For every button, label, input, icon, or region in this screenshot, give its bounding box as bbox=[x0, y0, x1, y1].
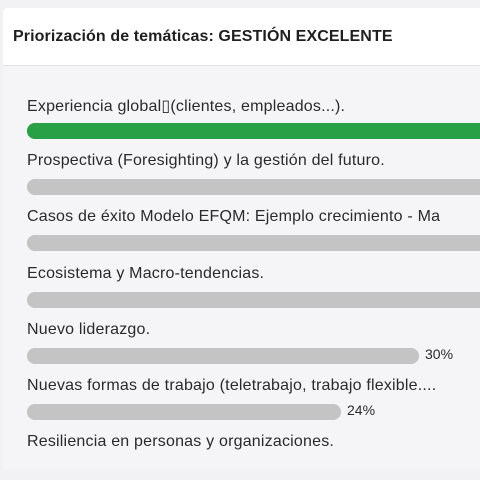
topic-list: Experiencia global▯(clientes, empleados.… bbox=[3, 66, 480, 470]
topic-label: Resiliencia en personas y organizaciones… bbox=[27, 433, 335, 450]
panel-header: Priorización de temáticas: GESTIÓN EXCEL… bbox=[3, 8, 480, 66]
topic-percent: 30% bbox=[425, 346, 454, 362]
panel-title: Priorización de temáticas: GESTIÓN EXCEL… bbox=[13, 28, 393, 45]
topic-bar bbox=[27, 235, 480, 251]
topic-bar-fill bbox=[27, 235, 480, 251]
topic-label: Prospectiva (Foresighting) y la gestión … bbox=[27, 152, 385, 169]
topic-label: Casos de éxito Modelo EFQM: Ejemplo crec… bbox=[27, 208, 441, 225]
topic-label: Ecosistema y Macro-tendencias. bbox=[27, 265, 265, 282]
topic-bar bbox=[27, 292, 480, 308]
topic-bar bbox=[27, 348, 419, 364]
topic-label: Nuevas formas de trabajo (teletrabajo, t… bbox=[27, 377, 437, 394]
topic-bar bbox=[27, 123, 480, 139]
topic-label: Nuevo liderazgo. bbox=[27, 321, 151, 338]
header-divider bbox=[3, 65, 480, 66]
topic-bar-fill bbox=[27, 179, 480, 195]
topic-bar-fill bbox=[27, 123, 480, 139]
topic-bar bbox=[27, 179, 480, 195]
topic-bar bbox=[27, 404, 341, 420]
topic-label: Experiencia global▯(clientes, empleados.… bbox=[27, 98, 346, 115]
topic-percent: 24% bbox=[347, 402, 376, 418]
topic-bar-fill bbox=[27, 404, 341, 420]
topic-bar-fill bbox=[27, 292, 480, 308]
topic-bar-fill bbox=[27, 348, 419, 364]
